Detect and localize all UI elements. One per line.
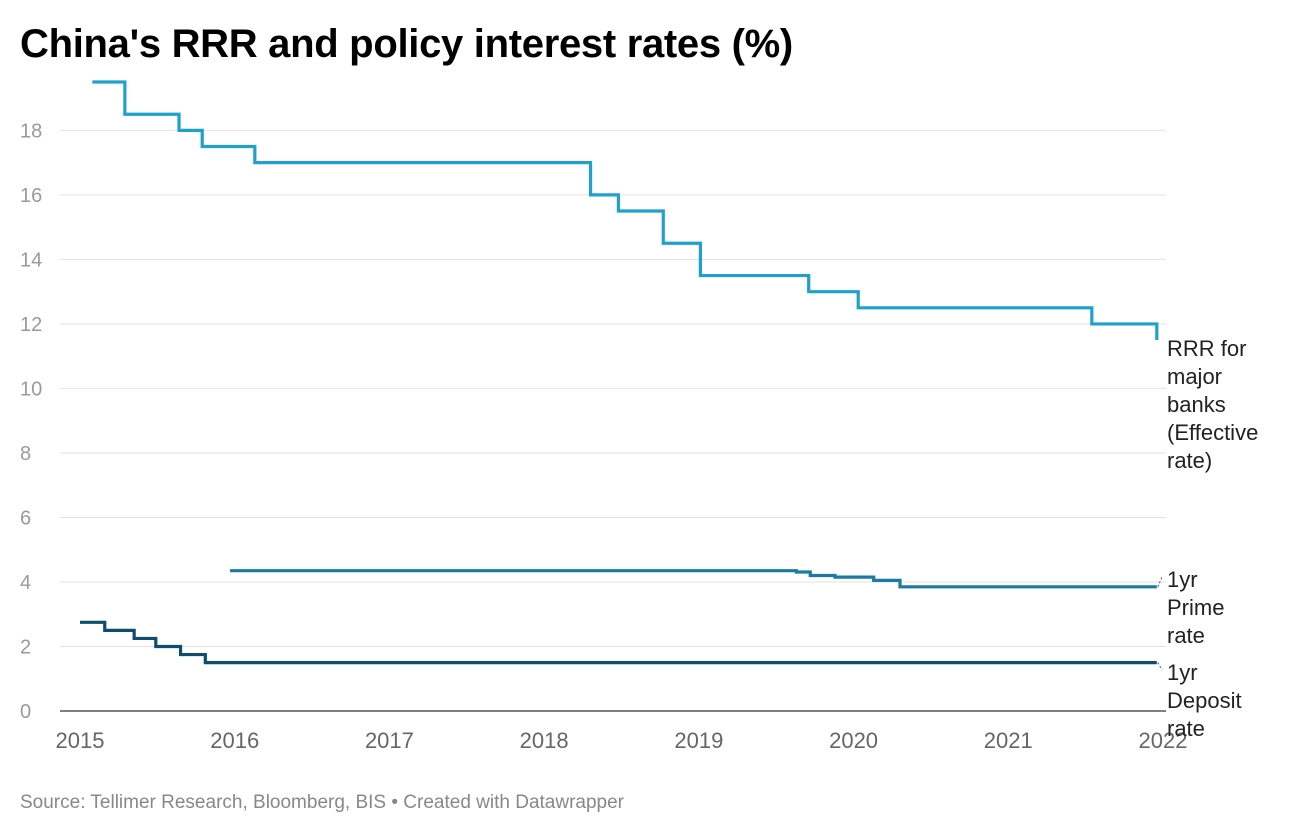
label-connector-1 (1157, 576, 1163, 588)
series-label-line: Prime (1167, 595, 1224, 620)
series-labels: RRR for major banks (Effective rate) 1yr Prime… (1157, 336, 1258, 741)
x-tick-label: 2018 (520, 728, 569, 753)
series-label-line: 1yr (1167, 660, 1198, 685)
x-tick-label: 2019 (674, 728, 723, 753)
grid-lines (60, 129, 1166, 712)
source-note: Source: Tellimer Research, Bloomberg, BI… (20, 792, 625, 813)
y-tick-label: 16 (20, 185, 42, 207)
series-label-1: 1yr Prime rate (1167, 567, 1224, 648)
series-label-0: RRR for major banks (Effective rate) (1167, 336, 1258, 473)
y-tick-label: 8 (20, 443, 31, 465)
y-axis-ticks: 0 2 4 6 8 10 12 14 16 18 (20, 120, 42, 723)
x-axis-ticks: 2015 2016 2017 2018 2019 2020 2021 2022 (56, 728, 1188, 753)
x-tick-label: 2020 (829, 728, 878, 753)
series-line-1 (230, 569, 1157, 589)
series-label-line: Deposit (1167, 688, 1242, 713)
series-line-0 (92, 80, 1159, 341)
x-tick-label: 2016 (210, 728, 259, 753)
x-tick-label: 2017 (365, 728, 414, 753)
y-tick-label: 18 (20, 120, 42, 142)
series-label-line: 1yr (1167, 567, 1198, 592)
series-label-line: banks (1167, 392, 1226, 417)
y-tick-label: 0 (20, 701, 31, 723)
series-label-line: RRR for (1167, 336, 1246, 361)
series-label-line: (Effective (1167, 420, 1258, 445)
series-label-line: rate (1167, 623, 1205, 648)
series-label-2: 1yr Deposit rate (1167, 660, 1242, 741)
x-tick-label: 2021 (984, 728, 1033, 753)
y-tick-label: 14 (20, 249, 42, 271)
series-label-line: rate) (1167, 448, 1212, 473)
series-line-2 (80, 620, 1157, 665)
y-tick-label: 2 (20, 636, 31, 658)
chart-title: China's RRR and policy interest rates (%… (20, 22, 793, 66)
x-tick-label: 2022 (1139, 728, 1188, 753)
x-tick-label: 2015 (56, 728, 105, 753)
y-tick-label: 4 (20, 572, 31, 594)
series-group (80, 80, 1159, 665)
series-label-line: major (1167, 364, 1222, 389)
label-connector-2 (1157, 662, 1163, 671)
y-tick-label: 6 (20, 507, 31, 529)
y-tick-label: 10 (20, 378, 42, 400)
y-tick-label: 12 (20, 314, 42, 336)
series-label-line: rate (1167, 716, 1205, 741)
